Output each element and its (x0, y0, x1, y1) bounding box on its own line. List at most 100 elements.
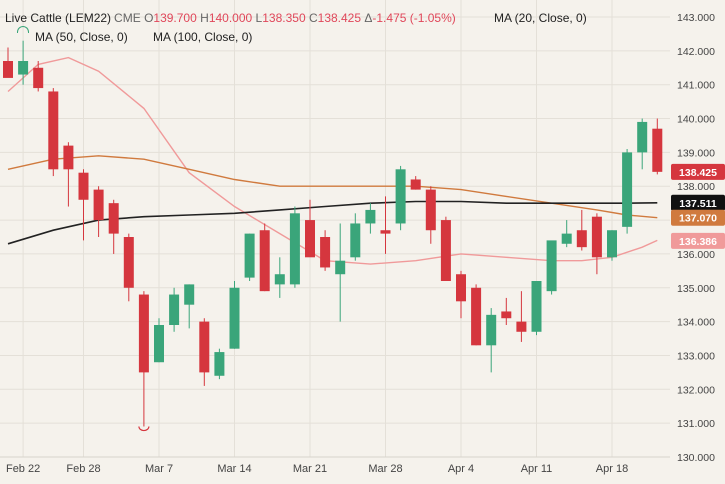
candle (350, 213, 361, 261)
candle-body (138, 294, 149, 373)
candle (274, 257, 285, 298)
y-tick-label: 142.000 (677, 46, 715, 58)
candle-body (199, 321, 210, 373)
candle (123, 233, 134, 302)
candle-body (637, 121, 648, 153)
candle-body (108, 203, 119, 234)
candle-body (18, 61, 29, 75)
candle-body (380, 230, 391, 234)
candle-body (305, 220, 315, 258)
candle-body (395, 169, 406, 224)
candle (93, 186, 104, 237)
price-badge-label: 138.425 (679, 167, 717, 179)
x-tick-label: Mar 21 (293, 463, 327, 475)
candle-body (48, 91, 59, 170)
candle-body (410, 179, 421, 190)
candle (410, 176, 421, 190)
ma50-legend[interactable]: MA (50, Close, 0) (35, 30, 128, 44)
price-badge-label: 137.511 (679, 198, 717, 210)
y-tick-label: 143.000 (677, 12, 715, 24)
candle-body (576, 230, 587, 248)
candle-body (350, 223, 361, 258)
collapse-toggle-icon[interactable] (17, 26, 29, 33)
price-badge (671, 232, 725, 249)
candle-body (486, 314, 497, 346)
x-tick-label: Apr 4 (448, 463, 474, 475)
candle (169, 287, 180, 332)
candle-body (123, 237, 134, 288)
candle (425, 186, 436, 244)
candle-body (274, 274, 285, 285)
candle-body (516, 321, 527, 332)
candle-body (3, 61, 13, 78)
candle (471, 284, 482, 346)
candle (365, 203, 376, 234)
candle-body (456, 274, 466, 302)
symbol-name: Live Cattle (LEM22) (5, 11, 112, 25)
high-label: H (200, 11, 209, 25)
exchange-name: CME (114, 11, 141, 25)
candle (501, 297, 512, 325)
candle (591, 213, 602, 275)
candle-body (169, 294, 180, 325)
candle (33, 61, 44, 92)
candle-body (471, 287, 482, 346)
candle (18, 40, 29, 85)
ma-line-20 (7, 56, 658, 265)
ma100-legend[interactable]: MA (100, Close, 0) (153, 30, 253, 44)
candle-body (320, 237, 331, 268)
candle-body (546, 240, 557, 292)
candle-body (607, 230, 617, 258)
x-tick-label: Apr 11 (521, 463, 553, 475)
candle (335, 223, 346, 322)
candle (78, 169, 89, 241)
open-value: 139.700 (153, 11, 197, 25)
y-tick-label: 136.000 (677, 249, 715, 261)
close-label: C (308, 11, 318, 25)
y-tick-label: 140.000 (677, 114, 715, 126)
open-label: O (144, 11, 154, 25)
candle (637, 118, 648, 170)
candle-body (78, 172, 89, 200)
candle-body (591, 216, 602, 258)
x-tick-label: Mar 7 (145, 463, 173, 475)
candle (214, 348, 225, 380)
candle-body (289, 213, 300, 285)
candle (199, 318, 210, 386)
candle (48, 88, 59, 177)
candle (622, 149, 633, 234)
candle (289, 206, 300, 288)
candle (440, 216, 451, 281)
candle (456, 270, 466, 319)
candle-body (440, 220, 451, 281)
candle (259, 223, 270, 292)
x-tick-label: Feb 28 (66, 463, 100, 475)
x-tick-label: Mar 14 (217, 463, 251, 475)
change-label: Δ (364, 11, 373, 25)
price-legend: Live Cattle (LEM22) CME O139.700 H140.000… (5, 11, 456, 25)
candle-body (63, 145, 74, 170)
price-badge (671, 163, 725, 180)
price-badge (671, 209, 725, 226)
candle-body (214, 352, 225, 376)
candle-body (652, 128, 663, 172)
candle (486, 308, 497, 373)
candle-body (425, 189, 436, 231)
candle (516, 291, 527, 342)
candle-body (154, 325, 164, 363)
candle (138, 291, 149, 427)
ma20-legend[interactable]: MA (20, Close, 0) (494, 11, 587, 25)
y-tick-label: 133.000 (677, 350, 715, 362)
candle (607, 230, 617, 261)
high-value: 140.000 (208, 11, 253, 25)
candle (546, 240, 557, 295)
low-marker (138, 426, 150, 432)
candle (108, 199, 119, 254)
candle (561, 220, 572, 248)
candle (395, 165, 406, 231)
candle-body (184, 284, 195, 305)
candle-body (531, 281, 542, 332)
close-value: 138.425 (317, 11, 362, 25)
